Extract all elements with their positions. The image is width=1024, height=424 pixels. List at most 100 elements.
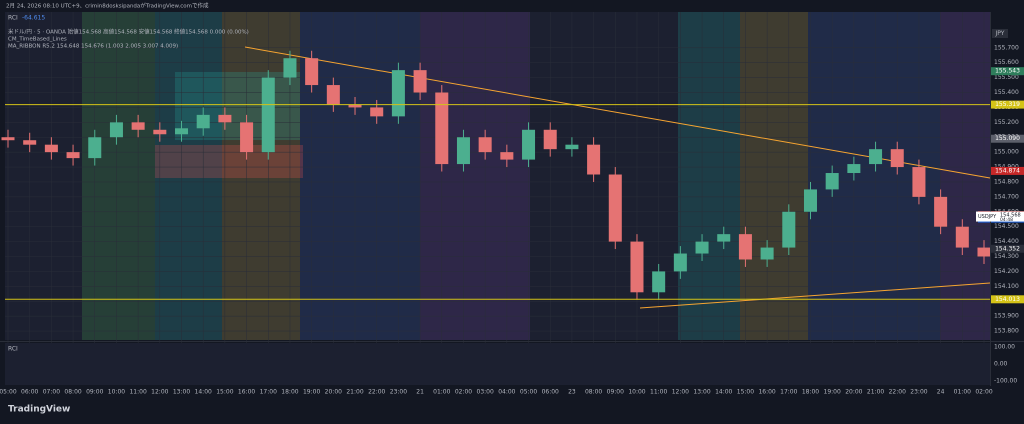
x-tick-label: 16:00 <box>238 389 255 396</box>
x-tick-label: 21:00 <box>867 389 884 396</box>
y-tick-label: 154.800 <box>994 178 1019 185</box>
price-tag-label: 155.543 <box>995 68 1020 75</box>
x-tick-label: 13:00 <box>693 389 710 396</box>
x-tick-label: 14:00 <box>195 389 212 396</box>
price-tag-label: 155.319 <box>995 101 1020 108</box>
caption: 2月 24, 2026 08:10 UTC+9、crimin8dosksipan… <box>6 2 209 10</box>
session-band <box>155 12 222 340</box>
candle-body <box>348 104 362 108</box>
x-tick-label: 19:00 <box>303 389 320 396</box>
x-tick-label: 08:00 <box>64 389 81 396</box>
rci-pane <box>5 343 990 385</box>
x-tick-label: 15:00 <box>737 389 754 396</box>
candle-body <box>543 129 557 150</box>
candle-body <box>955 226 969 248</box>
x-tick-label: 21:00 <box>346 389 363 396</box>
y-tick-label: 155.200 <box>994 119 1019 126</box>
candle-body <box>326 85 340 105</box>
x-tick-label: 02:00 <box>975 389 992 396</box>
candle-body <box>435 92 449 165</box>
x-tick-label: 18:00 <box>802 389 819 396</box>
candle-body <box>803 189 817 212</box>
x-tick-label: 03:00 <box>477 389 494 396</box>
price-tag <box>991 67 1024 76</box>
price-tag-label: 154.874 <box>995 167 1020 174</box>
trend-line <box>639 282 991 309</box>
current-price: 154.568 <box>1000 213 1021 219</box>
y-tick-label: 155.600 <box>994 59 1019 66</box>
candle-body <box>88 137 102 159</box>
candle-body <box>305 58 319 86</box>
x-tick-label: 12:00 <box>672 389 689 396</box>
y-tick-label: 155.000 <box>994 149 1019 156</box>
candle-body <box>218 114 232 123</box>
candle-body <box>175 128 189 135</box>
candle-body <box>695 241 709 254</box>
candle-body <box>456 137 470 165</box>
y-tick-label: 154.200 <box>994 268 1019 275</box>
candle-body <box>370 107 384 117</box>
y-tick-label: 154.100 <box>994 283 1019 290</box>
candle-body <box>587 144 601 175</box>
x-tick-label: 10:00 <box>108 389 125 396</box>
x-tick-label: 06:00 <box>21 389 38 396</box>
session-band <box>300 12 420 340</box>
rci-tick-label: -100.00 <box>994 377 1017 384</box>
x-tick-label: 20:00 <box>325 389 342 396</box>
x-tick-label: 01:00 <box>433 389 450 396</box>
x-tick-label: 11:00 <box>129 389 146 396</box>
x-tick-label: 01:00 <box>954 389 971 396</box>
x-tick-label: 17:00 <box>260 389 277 396</box>
x-tick-label: 05:00 <box>520 389 537 396</box>
symbol-tag: USDJPY <box>978 214 997 220</box>
candle-body <box>738 234 752 260</box>
indicator-name: RCI <box>8 15 18 22</box>
candle-body <box>283 58 297 78</box>
candle-body <box>66 152 80 159</box>
x-tick-label: 10:00 <box>628 389 645 396</box>
rci-tick-label: 0.00 <box>994 361 1008 368</box>
x-tick-label: 12:00 <box>151 389 168 396</box>
x-tick-label: 05:00 <box>0 389 17 396</box>
session-band <box>420 12 530 340</box>
x-tick-label: 17:00 <box>780 389 797 396</box>
x-tick-label: 24 <box>937 389 945 396</box>
y-tick-label: 155.700 <box>994 44 1019 51</box>
candle-body <box>825 173 839 190</box>
symbol-legend: 米ドル/円 · 5 · OANDA 始値154.568 高値154.568 安値… <box>8 28 249 36</box>
candle-body <box>240 122 254 153</box>
y-tick-label: 154.500 <box>994 223 1019 230</box>
candle-body <box>153 129 167 135</box>
session-band <box>82 12 155 340</box>
session-band <box>740 12 808 340</box>
price-tag <box>991 295 1024 304</box>
price-tag <box>991 166 1024 175</box>
indicator-legend: MA_RIBBON R5.2 154.648 154.676 (1.003 2.… <box>8 44 178 50</box>
y-tick-label: 155.400 <box>994 89 1019 96</box>
candle-body <box>912 167 926 197</box>
candle-body <box>413 70 427 93</box>
candle-body <box>934 196 948 227</box>
candle-body <box>565 144 579 150</box>
candle-body <box>478 137 492 153</box>
candle-body <box>630 241 644 293</box>
x-tick-label: 16:00 <box>758 389 775 396</box>
x-tick-label: 11:00 <box>650 389 667 396</box>
currency: JPY <box>995 30 1005 37</box>
x-tick-label: 18:00 <box>281 389 298 396</box>
x-tick-label: 08:00 <box>585 389 602 396</box>
x-tick-label: 15:00 <box>216 389 233 396</box>
y-tick-label: 153.900 <box>994 313 1019 320</box>
x-tick-label: 07:00 <box>43 389 60 396</box>
y-tick-label: 154.300 <box>994 253 1019 260</box>
x-tick-label: 20:00 <box>845 389 862 396</box>
y-tick-label: 154.400 <box>994 238 1019 245</box>
x-tick-label: 22:00 <box>368 389 385 396</box>
x-tick-label: 02:00 <box>455 389 472 396</box>
candle-body <box>23 140 37 145</box>
candle-body <box>109 122 123 138</box>
x-tick-label: 14:00 <box>715 389 732 396</box>
session-band <box>678 12 740 340</box>
price-tag-label: 155.090 <box>995 135 1020 142</box>
